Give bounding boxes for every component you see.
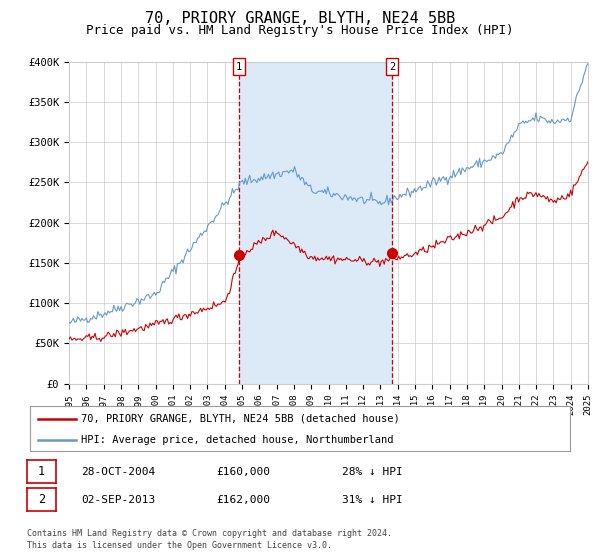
Text: Price paid vs. HM Land Registry's House Price Index (HPI): Price paid vs. HM Land Registry's House … — [86, 24, 514, 36]
Text: £162,000: £162,000 — [216, 494, 270, 505]
Text: 02-SEP-2013: 02-SEP-2013 — [81, 494, 155, 505]
Text: £160,000: £160,000 — [216, 466, 270, 477]
Text: Contains HM Land Registry data © Crown copyright and database right 2024.: Contains HM Land Registry data © Crown c… — [27, 529, 392, 538]
Text: This data is licensed under the Open Government Licence v3.0.: This data is licensed under the Open Gov… — [27, 541, 332, 550]
Text: 1: 1 — [236, 62, 242, 72]
Bar — [239, 62, 392, 384]
Text: 28% ↓ HPI: 28% ↓ HPI — [342, 466, 403, 477]
Text: HPI: Average price, detached house, Northumberland: HPI: Average price, detached house, Nort… — [82, 435, 394, 445]
Text: 70, PRIORY GRANGE, BLYTH, NE24 5BB (detached house): 70, PRIORY GRANGE, BLYTH, NE24 5BB (deta… — [82, 413, 400, 423]
Text: 2: 2 — [389, 62, 395, 72]
Text: 70, PRIORY GRANGE, BLYTH, NE24 5BB: 70, PRIORY GRANGE, BLYTH, NE24 5BB — [145, 11, 455, 26]
Text: 28-OCT-2004: 28-OCT-2004 — [81, 466, 155, 477]
Text: 2: 2 — [38, 493, 45, 506]
Text: 1: 1 — [38, 465, 45, 478]
Text: 31% ↓ HPI: 31% ↓ HPI — [342, 494, 403, 505]
